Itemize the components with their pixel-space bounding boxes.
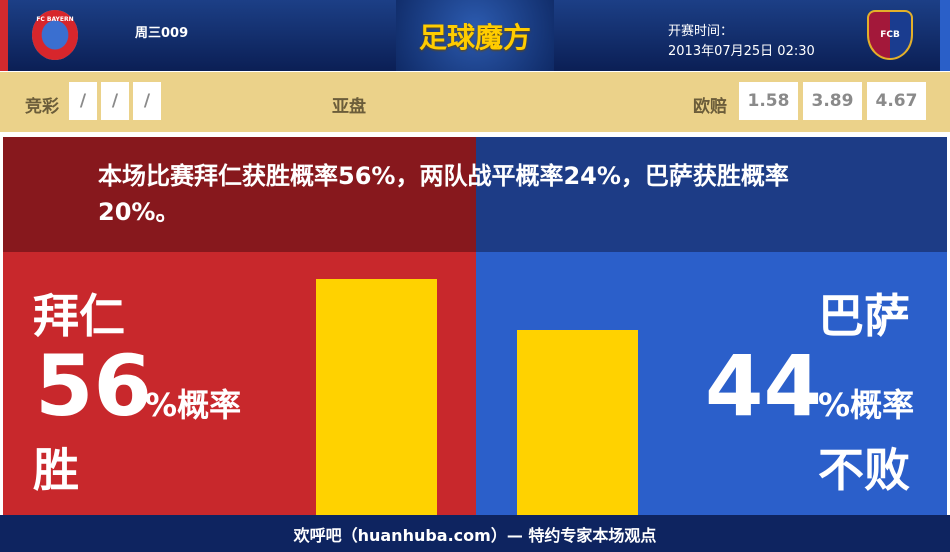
home-percent-unit: %概率: [145, 386, 242, 424]
away-percent-unit: %概率: [818, 386, 915, 424]
home-color-strip: [0, 0, 8, 71]
bayern-logo-text: FC BAYERN: [36, 16, 74, 23]
jingcai-label: 竞彩: [25, 97, 59, 117]
match-code: 周三009: [135, 26, 189, 41]
home-probability-bar: [316, 279, 437, 515]
away-color-strip: [940, 0, 950, 71]
away-outcome: 不败: [818, 443, 910, 497]
app-logo: 足球魔方: [396, 0, 554, 71]
jingcai-odd: /: [69, 82, 97, 120]
home-percent: 56: [35, 337, 152, 435]
kickoff-time: 2013年07月25日 02:30: [668, 44, 815, 59]
euro-odd-away: 4.67: [867, 82, 926, 120]
asian-handicap-label: 亚盘: [332, 97, 366, 117]
euro-odd-draw: 3.89: [803, 82, 862, 120]
jingcai-odd: /: [133, 82, 161, 120]
prediction-summary: 本场比赛拜仁获胜概率56%，两队战平概率24%，巴萨获胜概率20%。: [98, 162, 789, 226]
euro-odd-home: 1.58: [739, 82, 798, 120]
euro-odds-label: 欧赔: [693, 97, 727, 117]
bayern-logo: FC BAYERN: [32, 10, 78, 60]
away-team-name: 巴萨: [818, 289, 910, 343]
kickoff-label: 开赛时间：: [668, 24, 734, 39]
barcelona-logo: FCB: [867, 10, 913, 60]
away-probability-bar: [517, 329, 638, 515]
summary-bg-home: [3, 137, 476, 252]
summary-bg-away: [476, 137, 947, 252]
jingcai-odd: /: [101, 82, 129, 120]
footer: 欢呼吧（huanhuba.com）— 特约专家本场观点: [0, 515, 950, 552]
away-percent: 44: [705, 337, 822, 435]
home-team-name: 拜仁: [33, 289, 125, 343]
home-outcome: 胜: [33, 443, 79, 497]
